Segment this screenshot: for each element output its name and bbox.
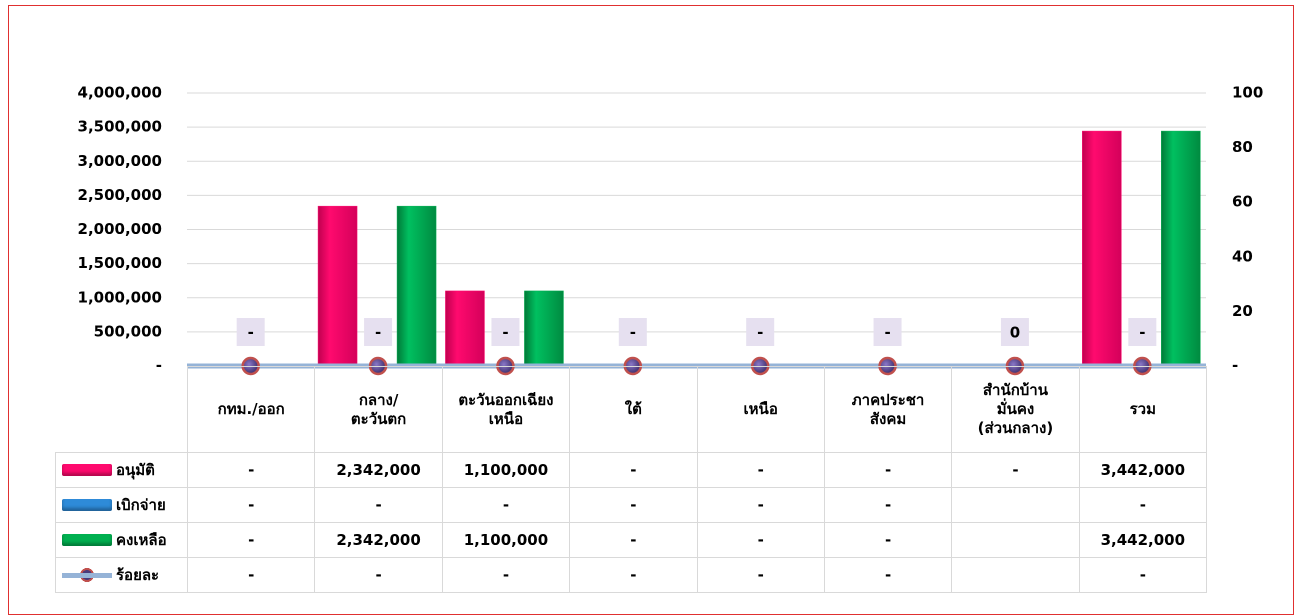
data-label-box xyxy=(873,318,902,346)
y2-tick-label: 40 xyxy=(1232,247,1253,265)
data-row: เบิกจ่าย - - - - - - - xyxy=(55,487,1208,523)
data-label: - xyxy=(630,324,636,342)
data-label-box xyxy=(364,318,393,346)
legend-label: ร้อยละ xyxy=(116,565,160,584)
y-tick-label: - xyxy=(156,357,162,375)
table-cell xyxy=(951,557,1080,593)
y-tick-label: 500,000 xyxy=(94,322,162,340)
bar xyxy=(445,290,485,367)
y-tick-label: 2,500,000 xyxy=(78,186,162,204)
data-label-box xyxy=(1128,318,1157,346)
table-cell: - xyxy=(569,487,698,523)
header-row: กทม./ออก กลาง/ ตะวันตก ตะวันออกเฉียง เหนือ… xyxy=(55,366,1208,453)
data-table: กทม./ออก กลาง/ ตะวันตก ตะวันออกเฉียง เหนือ… xyxy=(55,366,1208,593)
data-label-box xyxy=(491,318,520,346)
data-label-box xyxy=(618,318,647,346)
legend-label: คงเหลือ xyxy=(116,530,167,549)
table-cell: 3,442,000 xyxy=(1078,522,1208,558)
bar xyxy=(524,290,564,367)
y2-tick-label: 60 xyxy=(1232,193,1253,211)
data-label: - xyxy=(375,324,381,342)
table-cell: - xyxy=(441,487,571,523)
table-cell xyxy=(951,522,1080,558)
data-label: - xyxy=(248,324,254,342)
data-label: - xyxy=(757,324,763,342)
bar xyxy=(1161,130,1201,367)
table-cell: - xyxy=(823,487,953,523)
legend-key xyxy=(62,464,112,476)
data-label-box xyxy=(1000,318,1029,346)
y-tick-label: 1,000,000 xyxy=(78,288,162,306)
table-cell: - xyxy=(696,452,825,488)
table-cell: - xyxy=(569,557,698,593)
table-cell: - xyxy=(441,557,571,593)
table-cell: 2,342,000 xyxy=(314,522,443,558)
table-cell: - xyxy=(569,452,698,488)
table-cell: - xyxy=(186,487,316,523)
y-tick-label: 3,500,000 xyxy=(78,118,162,136)
table-cell: - xyxy=(951,452,1080,488)
category-label: กทม./ออก xyxy=(186,366,316,453)
data-label: - xyxy=(884,324,890,342)
legend-cell: อนุมัติ xyxy=(55,452,188,488)
bar xyxy=(1082,130,1122,367)
data-label: - xyxy=(502,324,508,342)
category-label: ตะวันออกเฉียง เหนือ xyxy=(441,366,571,453)
data-label: - xyxy=(1139,324,1145,342)
legend-label: เบิกจ่าย xyxy=(116,495,166,514)
y-tick-label: 2,000,000 xyxy=(78,220,162,238)
data-label-box xyxy=(236,318,265,346)
data-label-box xyxy=(746,318,775,346)
table-cell xyxy=(951,487,1080,523)
y2-tick-label: 80 xyxy=(1232,138,1253,156)
legend-cell: คงเหลือ xyxy=(55,522,188,558)
category-label: กลาง/ ตะวันตก xyxy=(314,366,443,453)
table-cell: - xyxy=(186,557,316,593)
table-cell: - xyxy=(314,557,443,593)
bar xyxy=(317,205,358,367)
data-label: 0 xyxy=(1010,324,1020,342)
table-cell: - xyxy=(823,522,953,558)
category-label: เหนือ xyxy=(696,366,825,453)
table-cell: 1,100,000 xyxy=(441,452,571,488)
table-cell: - xyxy=(186,452,316,488)
legend-cell: ร้อยละ xyxy=(55,557,188,593)
table-cell: 3,442,000 xyxy=(1078,452,1208,488)
table-cell: - xyxy=(823,557,953,593)
category-label: สำนักบ้าน มั่นคง (ส่วนกลาง) xyxy=(951,366,1080,453)
y2-tick-label: - xyxy=(1232,357,1238,375)
table-cell: 2,342,000 xyxy=(314,452,443,488)
y2-tick-label: 20 xyxy=(1232,302,1253,320)
legend-cell: เบิกจ่าย xyxy=(55,487,188,523)
category-label: ภาคประชา สังคม xyxy=(823,366,953,453)
legend-label: อนุมัติ xyxy=(116,460,155,479)
bar xyxy=(396,205,437,367)
category-label: รวม xyxy=(1078,366,1208,453)
table-cell: - xyxy=(696,522,825,558)
table-cell: - xyxy=(823,452,953,488)
data-row: ร้อยละ - - - - - - - xyxy=(55,557,1208,593)
table-cell: - xyxy=(1078,487,1208,523)
table-cell: - xyxy=(696,557,825,593)
table-cell: - xyxy=(186,522,316,558)
y-tick-label: 3,000,000 xyxy=(78,152,162,170)
table-cell: - xyxy=(696,487,825,523)
legend-key xyxy=(62,499,112,511)
y-tick-label: 1,500,000 xyxy=(78,254,162,272)
table-cell: 1,100,000 xyxy=(441,522,571,558)
table-cell: - xyxy=(314,487,443,523)
corner-cell xyxy=(55,366,188,453)
data-row: คงเหลือ -2,342,000 1,100,000- - -3,442,000 xyxy=(55,522,1208,558)
table-cell: - xyxy=(1078,557,1208,593)
data-row: อนุมัติ -2,342,000 1,100,000- - - -3,442,000 xyxy=(55,452,1208,488)
table-cell: - xyxy=(569,522,698,558)
category-label: ใต้ xyxy=(569,366,698,453)
legend-key xyxy=(62,534,112,546)
y2-tick-label: 100 xyxy=(1232,84,1263,102)
y-tick-label: 4,000,000 xyxy=(78,84,162,102)
legend-key xyxy=(62,568,112,582)
